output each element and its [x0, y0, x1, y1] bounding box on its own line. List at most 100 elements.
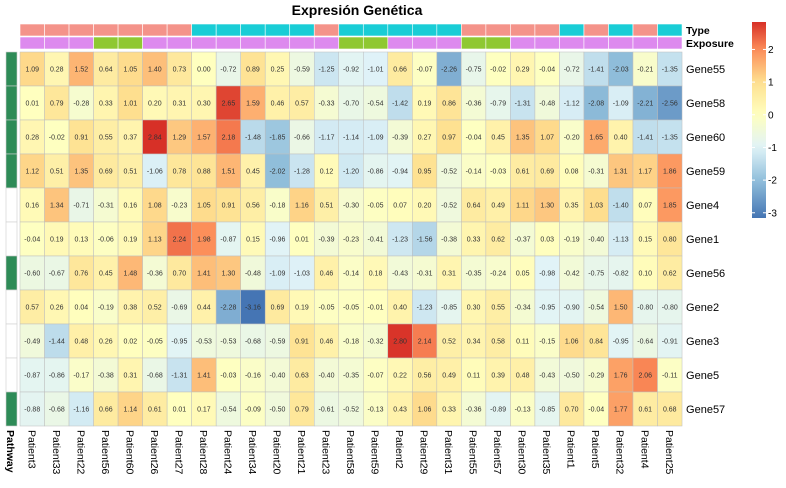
cell-value-label: 1.14	[124, 407, 138, 414]
row-annotation-cell	[5, 391, 18, 427]
heatmap-cell	[461, 187, 487, 223]
heatmap-cell	[215, 357, 241, 393]
heatmap-cell	[19, 255, 45, 291]
cell-value-label: -0.31	[417, 271, 433, 278]
heatmap-cell	[534, 85, 560, 121]
cell-value-label: -0.41	[368, 237, 384, 244]
cell-value-label: -1.03	[294, 271, 310, 278]
heatmap-cell	[142, 391, 168, 427]
cell-value-label: -1.09	[269, 271, 285, 278]
row-label: Gene56	[686, 268, 725, 280]
heatmap-cell	[363, 153, 389, 189]
annotation-cell-exposure	[240, 36, 266, 50]
heatmap-cell	[485, 391, 511, 427]
cell-value-label: -0.32	[368, 339, 384, 346]
heatmap-cell	[608, 289, 634, 325]
cell-value-label: 0.69	[540, 169, 554, 176]
cell-value-label: -1.28	[294, 169, 310, 176]
heatmap-cell	[632, 85, 658, 121]
cell-value-label: 0.73	[173, 67, 187, 74]
heatmap-cell	[240, 187, 266, 223]
heatmap-cell	[240, 289, 266, 325]
cell-value-label: 0.22	[393, 373, 407, 380]
annotation-cell-exposure	[117, 36, 143, 50]
cell-value-label: -0.23	[343, 237, 359, 244]
heatmap-cell	[166, 187, 192, 223]
cell-value-label: -0.11	[662, 373, 678, 380]
heatmap-cell	[93, 153, 119, 189]
cell-value-label: 0.31	[124, 373, 138, 380]
heatmap-cell	[117, 323, 143, 359]
annotation-cell-exposure	[19, 36, 45, 50]
annotation-cell-exposure	[657, 36, 683, 50]
column-label: Patient60	[123, 430, 135, 475]
cell-value-label: 0.55	[99, 135, 113, 142]
cell-value-label: 0.51	[50, 169, 64, 176]
cell-value-label: -0.80	[662, 305, 678, 312]
cell-value-label: 0.38	[124, 305, 138, 312]
cell-value-label: -2.56	[662, 101, 678, 108]
cell-value-label: 0.45	[246, 169, 260, 176]
cell-value-label: -0.02	[49, 135, 65, 142]
annotation-cell-exposure	[362, 36, 389, 50]
cell-value-label: 0.48	[516, 373, 530, 380]
cell-value-label: -1.48	[245, 135, 261, 142]
heatmap-cell	[338, 153, 364, 189]
heatmap-cell	[461, 153, 487, 189]
cell-value-label: -2.03	[613, 67, 629, 74]
cell-value-label: 0.78	[173, 169, 187, 176]
heatmap-cell	[387, 85, 413, 121]
cell-value-label: 0.51	[320, 203, 334, 210]
cell-value-label: 0.62	[491, 237, 505, 244]
annotation-cell-type	[240, 23, 266, 37]
cell-value-label: 0.29	[516, 67, 530, 74]
cell-value-label: -0.75	[588, 271, 604, 278]
heatmap-cell	[240, 255, 266, 291]
heatmap-cell	[289, 323, 315, 359]
annotation-cell-exposure	[436, 36, 462, 50]
heatmap-cell	[608, 119, 634, 155]
legend-tick-label: -2	[768, 176, 777, 187]
cell-value-label: 0.19	[50, 237, 64, 244]
heatmap-cell	[289, 51, 315, 87]
heatmap-cell	[338, 357, 364, 393]
row-label: Gene60	[686, 132, 725, 144]
cell-value-label: 0.27	[418, 135, 432, 142]
row-annotation-cell	[5, 323, 18, 359]
heatmap-cell	[191, 289, 217, 325]
annotation-cell-type	[19, 23, 45, 37]
column-label: Patient3	[25, 430, 37, 469]
row-label: Gene4	[686, 200, 719, 212]
heatmap-cell	[142, 51, 168, 87]
column-label: Patient58	[344, 430, 356, 475]
heatmap-cell	[657, 51, 683, 87]
cell-value-label: -1.14	[343, 135, 359, 142]
heatmap-cell	[387, 221, 413, 257]
heatmap-cell	[19, 51, 45, 87]
cell-value-label: 0.35	[565, 203, 579, 210]
cell-value-label: 0.31	[442, 271, 456, 278]
cell-value-label: -1.06	[147, 169, 163, 176]
heatmap-cell	[363, 221, 389, 257]
cell-value-label: -0.21	[637, 67, 653, 74]
cell-value-label: 0.04	[74, 305, 88, 312]
cell-value-label: 0.40	[614, 135, 628, 142]
heatmap-cell	[142, 153, 168, 189]
heatmap-cell	[191, 51, 217, 87]
row-label: Gene55	[686, 64, 725, 76]
cell-value-label: -0.52	[441, 203, 457, 210]
column-label: Patient59	[369, 430, 381, 475]
cell-value-label: 0.20	[418, 203, 432, 210]
cell-value-label: -0.05	[147, 339, 163, 346]
heatmap-cell	[117, 187, 143, 223]
heatmap-cell	[510, 255, 536, 291]
cell-value-label: -0.79	[490, 101, 506, 108]
cell-value-label: -2.26	[441, 67, 457, 74]
cell-value-label: -0.88	[24, 407, 40, 414]
heatmap-cell	[412, 221, 438, 257]
heatmap-cell	[338, 255, 364, 291]
cell-value-label: -0.09	[245, 407, 261, 414]
annotation-cell-exposure	[142, 36, 168, 50]
cell-value-label: 0.19	[418, 101, 432, 108]
